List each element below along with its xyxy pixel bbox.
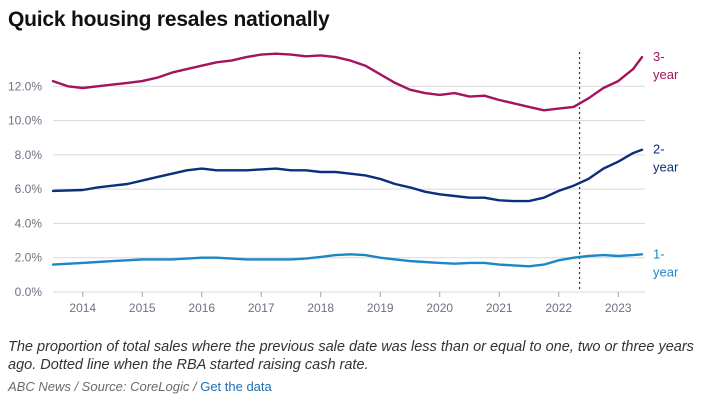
series-line-1-year bbox=[51, 253, 644, 268]
x-tick-label: 2023 bbox=[605, 301, 632, 315]
y-tick-label: 10.0% bbox=[8, 114, 42, 128]
y-tick-label: 0.0% bbox=[15, 285, 43, 299]
series-label-2-year: 2- bbox=[653, 142, 665, 157]
x-tick-label: 2015 bbox=[129, 301, 156, 315]
series-label-2-year: year bbox=[653, 160, 679, 175]
series-line-2-year bbox=[51, 148, 644, 203]
y-tick-label: 12.0% bbox=[8, 79, 42, 93]
x-tick-label: 2021 bbox=[486, 301, 513, 315]
chart-caption: The proportion of total sales where the … bbox=[8, 339, 694, 373]
y-tick-label: 8.0% bbox=[15, 148, 43, 162]
y-axis-ticks: 0.0% 2.0% 4.0% 6.0% 8.0% 10.0% 12.0% bbox=[8, 79, 42, 299]
line-chart: 0.0%2.0%4.0%6.0%8.0%10.0%12.0% 2014 2015 2… bbox=[8, 49, 679, 315]
grid-lines bbox=[53, 85, 645, 293]
series-labels: 3- year 2- year 1- year bbox=[653, 49, 679, 279]
series-label-1-year: 1- bbox=[653, 246, 665, 261]
y-tick-label: 4.0% bbox=[15, 216, 43, 230]
series-label-3-year: 3- bbox=[653, 49, 665, 64]
x-tick-label: 2018 bbox=[307, 301, 334, 315]
footer: ABC News / Source: CoreLogic / Get the d… bbox=[8, 379, 272, 394]
x-tick-label: 2022 bbox=[545, 301, 572, 315]
x-tick-label: 2019 bbox=[367, 301, 394, 315]
chart-title: Quick housing resales nationally bbox=[8, 8, 330, 31]
source-credit: ABC News / Source: CoreLogic / bbox=[8, 379, 197, 394]
series-label-1-year: year bbox=[653, 264, 679, 279]
y-tick-label: 2.0% bbox=[15, 251, 43, 265]
x-tick-label: 2016 bbox=[188, 301, 215, 315]
series-label-3-year: year bbox=[653, 67, 679, 82]
x-axis-ticks: 2014 2015 2016 2017 2018 2019 2020 2021 2022 2023 bbox=[69, 292, 632, 315]
get-the-data-link[interactable]: Get the data bbox=[200, 379, 272, 394]
series-lines bbox=[51, 52, 644, 268]
x-tick-label: 2020 bbox=[426, 301, 453, 315]
x-tick-label: 2017 bbox=[248, 301, 275, 315]
series-line-3-year bbox=[51, 52, 644, 112]
x-tick-label: 2014 bbox=[69, 301, 96, 315]
y-tick-label: 6.0% bbox=[15, 182, 43, 196]
